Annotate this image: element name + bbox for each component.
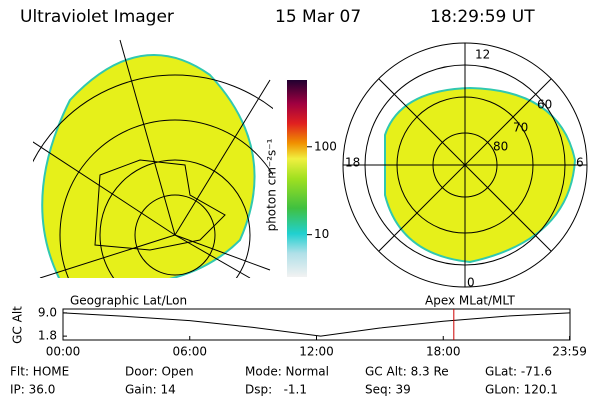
x-tick-label: 00:00 bbox=[46, 345, 81, 359]
status-field: Dsp: -1.1 bbox=[245, 383, 307, 397]
date: 15 Mar 07 bbox=[275, 7, 361, 27]
status-field: Flt: HOME bbox=[10, 365, 69, 379]
colorbar-tick-label: 10 bbox=[314, 227, 329, 241]
altitude-line bbox=[62, 312, 570, 337]
mlt-label: 0 bbox=[467, 276, 475, 290]
mlat-label: 70 bbox=[513, 121, 528, 135]
colorbar-tick-label: 100 bbox=[314, 139, 337, 153]
mlt-label: 12 bbox=[475, 48, 490, 62]
right-map-title: Apex MLat/MLT bbox=[425, 294, 515, 308]
status-field: IP: 36.0 bbox=[10, 383, 55, 397]
y-tick-label: 1.8 bbox=[38, 329, 57, 343]
altitude-ylabel: GC Alt bbox=[11, 306, 25, 344]
status-field: Seq: 39 bbox=[365, 383, 411, 397]
status-field: GC Alt: 8.3 Re bbox=[365, 365, 449, 379]
mlt-label: 6 bbox=[576, 156, 584, 170]
status-field: Door: Open bbox=[125, 365, 194, 379]
colorbar-label: photon cm⁻²s⁻¹ bbox=[265, 138, 279, 231]
left-map-title: Geographic Lat/Lon bbox=[70, 294, 187, 308]
mlt-label: 18 bbox=[345, 156, 360, 170]
right-map bbox=[342, 42, 588, 288]
colorbar bbox=[287, 80, 307, 277]
x-tick-label: 23:59 bbox=[552, 345, 587, 359]
status-field: Mode: Normal bbox=[245, 365, 329, 379]
status-field: Gain: 14 bbox=[125, 383, 176, 397]
y-tick-label: 9.0 bbox=[38, 305, 57, 319]
left-map bbox=[33, 39, 273, 278]
time: 18:29:59 UT bbox=[430, 7, 535, 27]
x-tick-label: 18:00 bbox=[426, 345, 461, 359]
x-tick-label: 06:00 bbox=[172, 345, 207, 359]
instrument: Ultraviolet Imager bbox=[20, 7, 174, 27]
x-tick-label: 12:00 bbox=[299, 345, 334, 359]
mlat-label: 60 bbox=[537, 98, 552, 112]
status-field: GLat: -71.6 bbox=[485, 365, 552, 379]
status-field: GLon: 120.1 bbox=[485, 383, 558, 397]
mlat-label: 80 bbox=[493, 140, 508, 154]
